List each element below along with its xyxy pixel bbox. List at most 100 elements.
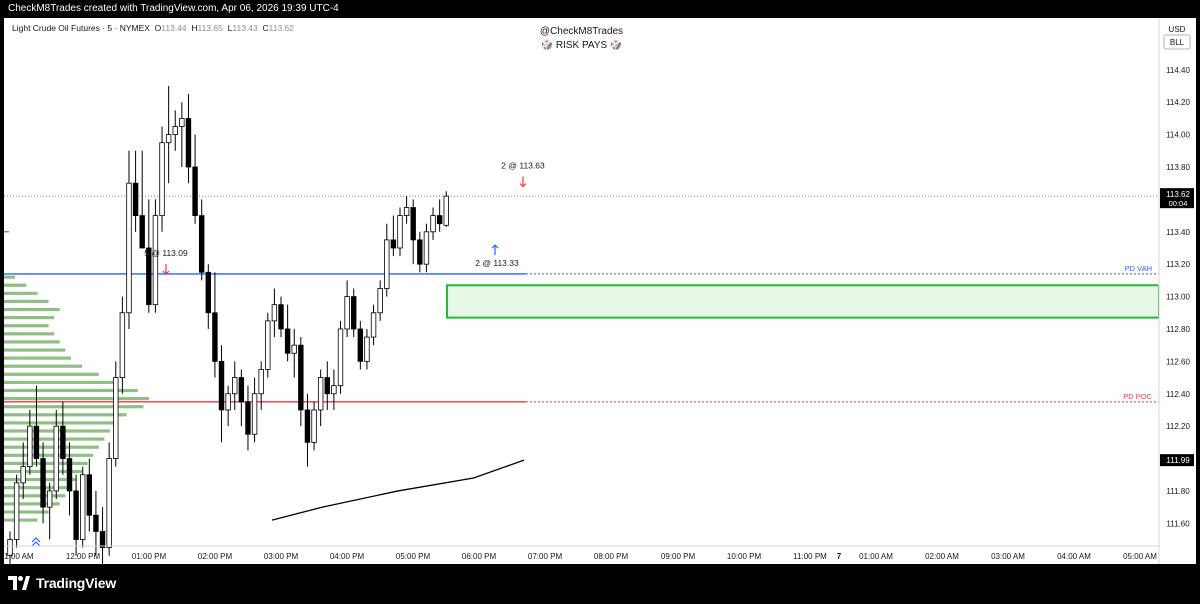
price-tick-label: 113.00 bbox=[1166, 293, 1190, 302]
volume-profile-bar bbox=[4, 494, 66, 498]
candle-body[interactable] bbox=[146, 247, 152, 306]
candle-body[interactable] bbox=[265, 320, 271, 370]
candle-body[interactable] bbox=[443, 195, 449, 226]
price-tick-label: 113.20 bbox=[1166, 260, 1190, 269]
unit-box[interactable] bbox=[1163, 34, 1191, 50]
price-chart[interactable]: PD VAH PD POC 5 @ 113.09 2 @ 113.63 2 @ 113… bbox=[4, 18, 1196, 564]
sell-arrow-icon bbox=[162, 264, 170, 275]
time-tick-label: 02:00 PM bbox=[198, 552, 233, 561]
level-label: PD POC bbox=[1123, 392, 1152, 401]
candle-body[interactable] bbox=[106, 458, 112, 549]
candle-body[interactable] bbox=[179, 118, 185, 127]
candle-body[interactable] bbox=[357, 328, 364, 362]
volume-profile-bar bbox=[4, 324, 49, 328]
candle-body[interactable] bbox=[311, 409, 317, 443]
candle-body[interactable] bbox=[430, 215, 436, 233]
candle-body[interactable] bbox=[119, 312, 126, 378]
candle-body[interactable] bbox=[304, 409, 311, 443]
volume-profile-bar bbox=[4, 356, 71, 360]
candle-body[interactable] bbox=[397, 215, 403, 249]
candle-body[interactable] bbox=[113, 377, 119, 459]
candle-body[interactable] bbox=[291, 344, 297, 354]
time-tick-label: 03:00 AM bbox=[991, 552, 1025, 561]
time-tick-label: 11:00 PM bbox=[793, 552, 827, 561]
candle-body[interactable] bbox=[60, 425, 66, 459]
candle-body[interactable] bbox=[225, 393, 231, 411]
candle-body[interactable] bbox=[159, 142, 165, 216]
candle-body[interactable] bbox=[152, 215, 159, 306]
candle-body[interactable] bbox=[66, 458, 73, 492]
vwap-line[interactable] bbox=[271, 459, 525, 521]
candle-body[interactable] bbox=[40, 458, 46, 508]
price-tick-label: 112.80 bbox=[1166, 325, 1190, 334]
candle-body[interactable] bbox=[410, 207, 416, 241]
tradingview-logo[interactable]: TradingView bbox=[8, 575, 116, 591]
candle-body[interactable] bbox=[126, 182, 132, 314]
candle-body[interactable] bbox=[324, 377, 330, 395]
candle-body[interactable] bbox=[165, 134, 172, 144]
close-label: C bbox=[262, 23, 269, 33]
candle-body[interactable] bbox=[245, 401, 251, 435]
volume-profile-bar bbox=[4, 332, 55, 336]
candle-body[interactable] bbox=[377, 288, 383, 314]
candle-body[interactable] bbox=[27, 425, 33, 468]
candle-body[interactable] bbox=[86, 474, 93, 516]
candle-body[interactable] bbox=[33, 425, 40, 459]
candle-body[interactable] bbox=[271, 304, 278, 322]
volume-profile-bar bbox=[4, 421, 116, 425]
candle-body[interactable] bbox=[337, 328, 344, 387]
candle-body[interactable] bbox=[317, 377, 324, 411]
candle-body[interactable] bbox=[99, 531, 106, 549]
candle-body[interactable] bbox=[251, 393, 258, 435]
candle-body[interactable] bbox=[139, 215, 145, 249]
candle-body[interactable] bbox=[7, 539, 13, 557]
time-tick-label: 01:00 PM bbox=[132, 552, 167, 561]
candle-body[interactable] bbox=[20, 466, 26, 484]
low-value: 113.43 bbox=[232, 23, 258, 33]
candle-body[interactable] bbox=[172, 126, 178, 136]
candle-body[interactable] bbox=[331, 385, 337, 395]
candle-body[interactable] bbox=[390, 239, 397, 249]
candle-body[interactable] bbox=[278, 304, 284, 330]
level-label: PD VAH bbox=[1125, 264, 1152, 273]
candle-body[interactable] bbox=[73, 490, 79, 540]
candle-body[interactable] bbox=[185, 118, 192, 168]
candle-body[interactable] bbox=[212, 312, 218, 362]
candle-body[interactable] bbox=[258, 369, 264, 395]
volume-profile-bar bbox=[4, 340, 60, 344]
footer-bar: TradingView bbox=[0, 564, 1200, 604]
chart-frame[interactable]: PD VAH PD POC 5 @ 113.09 2 @ 113.63 2 @ 113… bbox=[4, 18, 1196, 564]
candle-body[interactable] bbox=[218, 360, 225, 411]
candle-body[interactable] bbox=[298, 344, 304, 411]
candle-body[interactable] bbox=[93, 514, 99, 532]
double-up-arrow-icon bbox=[31, 537, 41, 547]
candle-body[interactable] bbox=[205, 271, 211, 314]
candle-body[interactable] bbox=[132, 182, 139, 216]
candle-body[interactable] bbox=[364, 336, 370, 362]
candle-body[interactable] bbox=[436, 215, 443, 225]
candle-body[interactable] bbox=[232, 377, 238, 395]
supply-demand-zone[interactable] bbox=[446, 284, 1160, 319]
candle-body[interactable] bbox=[403, 207, 410, 216]
volume-profile-bar bbox=[4, 502, 60, 506]
volume-profile-bar bbox=[4, 405, 144, 409]
candle-body[interactable] bbox=[13, 482, 20, 540]
time-tick-label: 06:00 PM bbox=[462, 552, 497, 561]
candle-body[interactable] bbox=[198, 215, 205, 273]
candle-body[interactable] bbox=[192, 166, 198, 216]
candle-body[interactable] bbox=[351, 296, 357, 330]
volume-profile-bar bbox=[4, 510, 49, 514]
symbol-legend[interactable]: Light Crude Oil Futures · 5 · NYMEX O113… bbox=[12, 23, 294, 33]
candle-body[interactable] bbox=[384, 239, 390, 289]
candle-body[interactable] bbox=[423, 231, 430, 265]
candle-body[interactable] bbox=[417, 239, 423, 265]
candle-body[interactable] bbox=[238, 377, 245, 403]
candle-body[interactable] bbox=[80, 474, 86, 540]
candle-body[interactable] bbox=[53, 425, 59, 492]
candle-body[interactable] bbox=[284, 328, 291, 354]
price-tick-label: 112.40 bbox=[1166, 390, 1190, 399]
candle-body[interactable] bbox=[370, 312, 377, 338]
time-tick-label: 7 bbox=[837, 552, 842, 561]
candle-body[interactable] bbox=[46, 490, 53, 508]
candle-body[interactable] bbox=[344, 296, 350, 330]
